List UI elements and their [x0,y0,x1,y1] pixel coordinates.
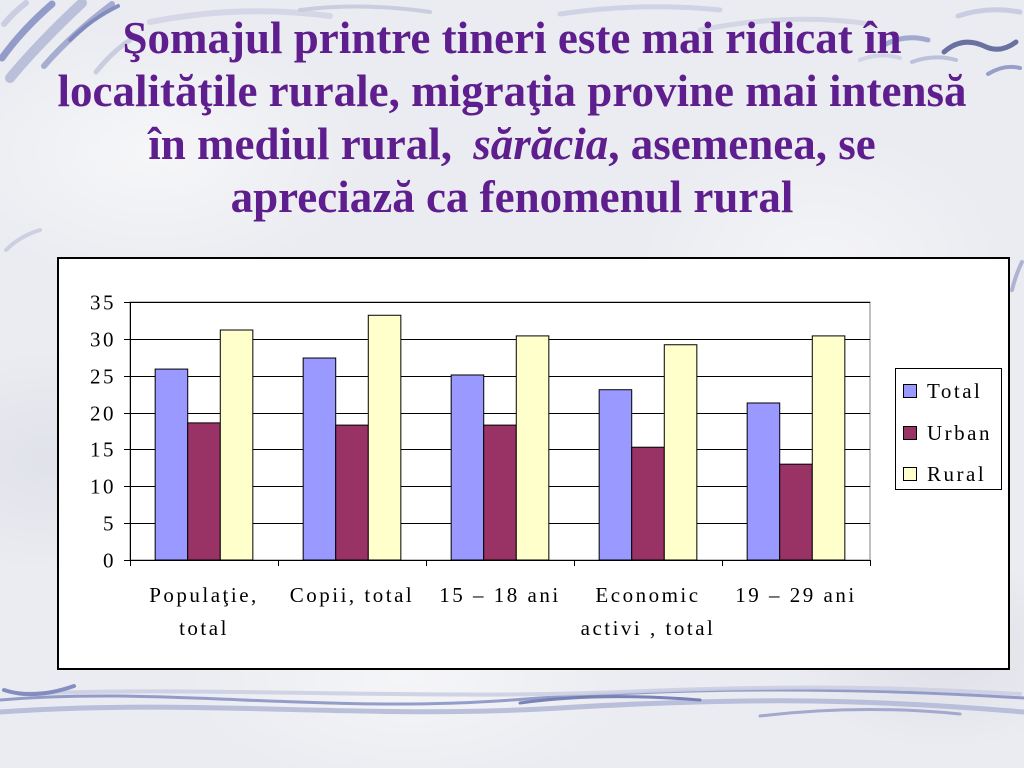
bar-urban-1 [335,424,369,561]
legend-item: Rural [896,461,1001,487]
bar-rural-3 [663,344,698,561]
y-tick-label: 35 [90,291,116,315]
decorative-brush-stroke [1010,260,1024,292]
legend-item: Urban [896,420,1001,446]
y-tick-label: 30 [90,328,116,352]
slide-title-text: în mediul rural, [148,119,453,169]
decorative-brush-stroke [2,684,76,697]
bar-rural-0 [219,329,254,561]
y-tick-label: 10 [90,475,116,499]
decorative-brush-stroke [941,39,1019,55]
decorative-brush-stroke [518,695,702,705]
slide-title-line: în mediul rural, sărăcia, asemenea, se [0,118,1024,171]
decorative-brush-stroke [758,707,962,718]
decorative-brush-stroke [0,698,1024,715]
slide-title-italic-text: sărăcia [473,119,609,169]
chart-legend: Total Urban Rural [895,368,1002,490]
decorative-brush-stroke [4,228,42,252]
slide-title-line: localităţile rurale, migraţia provine ma… [57,66,967,116]
bar-rural-4 [811,335,846,561]
legend-label: Urban [927,421,992,445]
bar-rural-2 [515,335,550,561]
decorative-brush-stroke [955,7,1023,19]
decorative-brush-stroke [858,53,902,62]
y-tick-label: 0 [103,549,116,573]
bar-total-1 [302,357,337,561]
x-category-label: 19 – 29 ani [735,583,857,607]
legend-item: Total [896,378,1001,404]
y-tick-label: 20 [90,402,116,426]
bar-rural-1 [367,314,402,561]
slide-title-line: apreciază ca fenomenul rural [230,172,794,222]
legend-label: Rural [927,462,987,486]
slide-title-text: , asemenea, se [608,119,876,169]
bar-total-3 [598,389,633,561]
legend-label: Total [927,379,983,403]
legend-swatch [903,384,917,398]
decorative-brush-stroke [910,55,958,64]
decorative-brush-stroke [557,4,723,17]
decorative-brush-stroke [147,8,333,25]
legend-swatch [903,426,917,440]
decorative-brush-stroke [697,16,873,33]
y-tick-label: 15 [90,438,116,462]
x-category-label: 15 – 18 ani [439,583,561,607]
y-tick-label: 25 [90,365,116,389]
bar-total-4 [746,402,781,561]
x-category-label: Economic activi , total [580,583,716,640]
decorative-brush-stroke [0,0,56,62]
decorative-brush-stroke [68,4,120,42]
bar-urban-3 [631,446,665,561]
bar-urban-0 [187,422,221,561]
decorative-brush-stroke [883,35,931,47]
decorative-brush-stroke [93,37,133,75]
decorative-brush-stroke [1,0,29,27]
decorative-brush-stroke [986,64,1022,76]
bar-total-0 [154,368,189,561]
legend-swatch [903,467,917,481]
decorative-brush-stroke [5,0,87,83]
slide-title: Şomajul printre tineri este mai ridicat … [0,12,1024,224]
chart-plot: 0 5 10 15 20 25 30 35 [90,291,871,573]
x-category-label: Copii, total [289,583,415,607]
bar-urban-4 [779,463,813,561]
x-category-label: Populaţie, total [149,583,259,640]
bar-total-2 [450,374,485,561]
decorative-brush-stroke [298,4,432,14]
bar-urban-2 [483,424,517,561]
chart-container: 0 5 10 15 20 25 30 35 Total Urban Rural Populaţ… [57,257,1010,670]
y-tick-label: 5 [103,512,116,536]
decorative-brush-stroke [18,685,1022,697]
decorative-brush-stroke [0,688,1024,706]
slide-title-line: Şomajul printre tineri este mai ridicat … [122,13,902,63]
